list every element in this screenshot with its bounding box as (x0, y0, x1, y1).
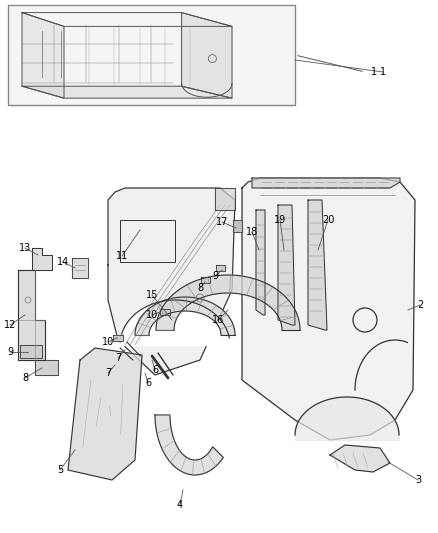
Polygon shape (330, 445, 390, 472)
Text: 1: 1 (380, 67, 386, 77)
Polygon shape (201, 277, 209, 283)
Text: 7: 7 (105, 368, 111, 378)
Polygon shape (182, 13, 232, 98)
Text: 13: 13 (19, 243, 31, 253)
Text: 11: 11 (116, 251, 128, 261)
Polygon shape (32, 248, 52, 270)
Polygon shape (308, 200, 327, 330)
Text: 14: 14 (57, 257, 69, 267)
Text: 15: 15 (146, 290, 158, 300)
Polygon shape (18, 270, 45, 360)
Polygon shape (256, 210, 265, 315)
Polygon shape (233, 220, 242, 232)
Polygon shape (252, 178, 400, 188)
Text: 3: 3 (415, 475, 421, 485)
Polygon shape (155, 415, 223, 475)
Polygon shape (20, 345, 42, 358)
Text: 10: 10 (146, 310, 158, 320)
Text: 12: 12 (4, 320, 16, 330)
Polygon shape (22, 86, 232, 98)
Text: 9: 9 (212, 271, 218, 281)
Polygon shape (68, 348, 142, 480)
Polygon shape (160, 309, 170, 316)
Text: 9: 9 (7, 347, 13, 357)
Polygon shape (72, 258, 88, 278)
Polygon shape (113, 335, 123, 341)
Polygon shape (278, 205, 295, 325)
Text: 6: 6 (145, 378, 151, 388)
Bar (120, 220, 175, 262)
Text: 8: 8 (22, 373, 28, 383)
Text: 17: 17 (216, 217, 228, 227)
Polygon shape (215, 265, 225, 271)
Polygon shape (22, 13, 64, 98)
Text: 20: 20 (322, 215, 334, 225)
Text: 5: 5 (57, 465, 63, 475)
Polygon shape (108, 188, 235, 375)
Polygon shape (215, 188, 235, 210)
Bar (8, 5, 295, 105)
Text: 8: 8 (197, 283, 203, 293)
Text: 18: 18 (246, 227, 258, 237)
Polygon shape (35, 360, 58, 375)
Text: 2: 2 (417, 300, 423, 310)
Text: 6: 6 (152, 365, 158, 375)
Text: 10: 10 (102, 337, 114, 347)
Text: 1: 1 (371, 67, 377, 77)
Text: 7: 7 (115, 353, 121, 363)
Text: 19: 19 (274, 215, 286, 225)
Polygon shape (242, 178, 415, 440)
Text: 4: 4 (177, 500, 183, 510)
Text: 16: 16 (212, 315, 224, 325)
Polygon shape (156, 275, 300, 330)
Polygon shape (135, 297, 235, 335)
